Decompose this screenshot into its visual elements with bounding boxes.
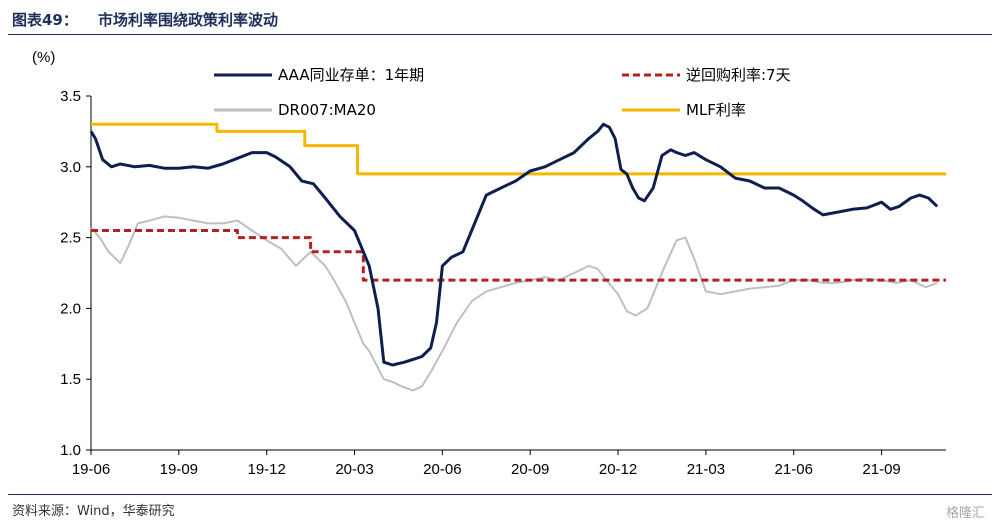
series-line-dr007 xyxy=(90,215,938,392)
watermark: 格隆汇 xyxy=(945,506,985,521)
legend-label-reverse-repo: 逆回购利率:7天 xyxy=(686,66,791,84)
x-tick-label: 21-09 xyxy=(862,461,900,478)
y-tick-label: 1.5 xyxy=(60,371,81,388)
legend-label-dr007: DR007:MA20 xyxy=(278,101,376,119)
series-line-aaa-ncd xyxy=(89,122,939,367)
chart-title: 市场利率围绕政策利率波动 xyxy=(98,11,279,29)
axes: 1.0 1.5 2.0 2.5 3.0 3.5 19-06 19-09 19-12 20-03 20… xyxy=(60,88,946,478)
legend-label-mlf: MLF利率 xyxy=(686,101,746,119)
x-tick-label: 19-06 xyxy=(72,461,110,478)
x-tick-label: 21-03 xyxy=(687,461,725,478)
footer-rule xyxy=(8,494,992,495)
x-tick-label: 20-09 xyxy=(511,461,549,478)
x-tick-label: 20-06 xyxy=(423,461,461,478)
y-axis-unit: (%) xyxy=(32,49,55,66)
y-tick-label: 1.0 xyxy=(60,442,81,459)
chart-header: 图表49： 市场利率围绕政策利率波动 xyxy=(0,0,999,34)
x-tick-label: 20-03 xyxy=(335,461,373,478)
y-tick-label: 2.0 xyxy=(60,300,81,317)
x-tick-label: 19-09 xyxy=(160,461,198,478)
series-group xyxy=(89,122,946,392)
series-line-reverse-repo xyxy=(91,229,946,282)
y-tick-label: 3.0 xyxy=(60,159,81,176)
y-tick-label: 3.5 xyxy=(60,88,81,105)
x-tick-label: 20-12 xyxy=(599,461,637,478)
legend: AAA同业存单：1年期 逆回购利率:7天 DR007:MA20 MLF利率 xyxy=(214,66,791,119)
x-tick-label: 21-06 xyxy=(775,461,813,478)
header-rule xyxy=(8,34,992,35)
legend-label-aaa: AAA同业存单：1年期 xyxy=(278,66,424,84)
x-tick-label: 19-12 xyxy=(247,461,285,478)
source-note: 资料来源：Wind，华泰研究 xyxy=(12,504,175,519)
figure-label: 图表49： xyxy=(12,11,78,29)
series-line-mlf xyxy=(91,122,946,176)
y-tick-label: 2.5 xyxy=(60,230,81,247)
